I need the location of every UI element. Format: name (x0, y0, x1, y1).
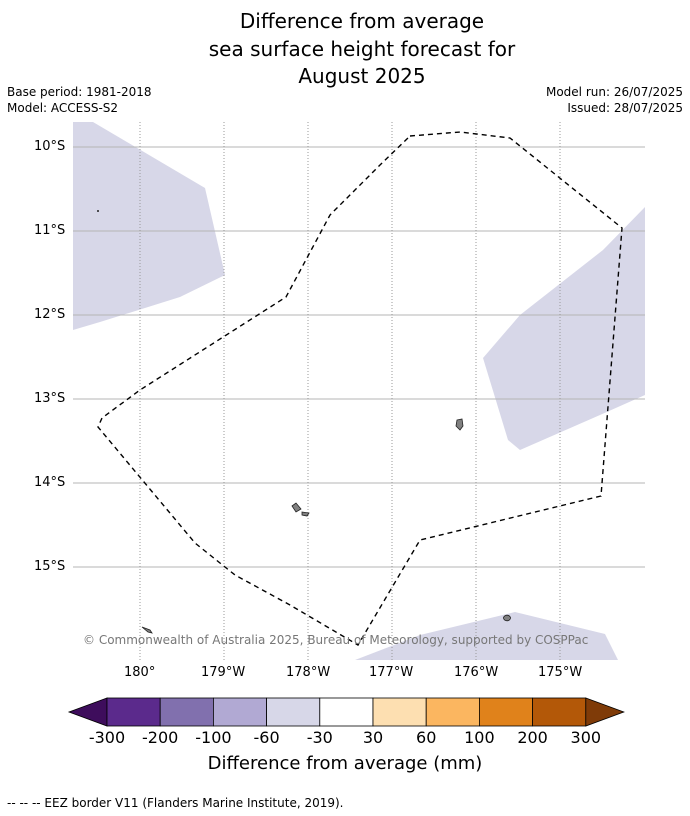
colorbar-tick-label: 300 (570, 728, 602, 747)
lon-label-179w: 179°W (201, 665, 246, 680)
colorbar-segment (425, 697, 480, 727)
meta-left: Base period: 1981-2018 Model: ACCESS-S2 (7, 84, 152, 116)
colorbar-tick-label: 100 (464, 728, 495, 747)
colorbar-segment (159, 697, 214, 727)
anomaly-region-east (483, 207, 645, 450)
model-run: Model run: 26/07/2025 (545, 85, 683, 99)
title-line-1: Difference from average (239, 9, 485, 33)
island-alofi (301, 511, 310, 517)
colorbar (67, 697, 625, 727)
anomaly-region-south (355, 612, 618, 660)
eez-border (97, 131, 623, 646)
lon-label-175w: 175°W (538, 665, 583, 680)
island-wallis (455, 418, 464, 431)
islands (141, 418, 511, 634)
model-name: Model: ACCESS-S2 (7, 101, 119, 115)
lat-label-11s: 11°S (34, 223, 66, 238)
island-futuna (291, 502, 302, 513)
colorbar-extend-low (67, 697, 108, 727)
colorbar-tick-label: -200 (142, 728, 179, 747)
lat-label-10s: 10°S (34, 139, 66, 154)
map-area (73, 122, 645, 660)
colorbar-tick-label: 60 (416, 728, 437, 747)
lon-label-178w: 178°W (286, 665, 331, 680)
eez-footnote: -- -- -- EEZ border V11 (Flanders Marine… (7, 796, 344, 810)
colorbar-tick-label: -300 (88, 728, 126, 747)
copyright-notice: © Commonwealth of Australia 2025, Bureau… (83, 633, 589, 647)
lat-label-13s: 13°S (34, 391, 66, 406)
lat-label-12s: 12°S (34, 307, 66, 322)
lon-label-180: 180° (124, 665, 156, 680)
islet-northwest (97, 210, 99, 212)
anomaly-region-northwest (73, 122, 225, 330)
lat-label-15s: 15°S (34, 559, 66, 574)
lon-label-177w: 177°W (369, 665, 414, 680)
base-period: Base period: 1981-2018 (7, 85, 152, 99)
colorbar-tick-label: -100 (195, 728, 232, 747)
colorbar-segment (319, 697, 374, 727)
colorbar-segment (372, 697, 427, 727)
colorbar-extend-high (585, 697, 625, 727)
colorbar-segment (106, 697, 161, 727)
colorbar-tick-label: -60 (253, 728, 280, 747)
colorbar-tick-label: 30 (362, 728, 384, 747)
colorbar-segment (478, 697, 533, 727)
meta-right: Model run: 26/07/2025 Issued: 28/07/2025 (546, 84, 683, 116)
colorbar-tick-label: -30 (306, 728, 333, 747)
colorbar-segment (212, 697, 267, 727)
island-southeast (503, 614, 511, 622)
issued-date: Issued: 28/07/2025 (567, 101, 683, 115)
colorbar-segment (532, 697, 587, 727)
lat-label-14s: 14°S (34, 475, 66, 490)
island-southwest (141, 626, 153, 634)
title-line-3: August 2025 (298, 64, 426, 88)
lon-label-176w: 176°W (454, 665, 499, 680)
chart-title: Difference from average sea surface heig… (0, 8, 690, 91)
colorbar-tick-label: 200 (517, 728, 548, 747)
title-line-2: sea surface height forecast for (208, 36, 516, 61)
colorbar-segment (266, 697, 321, 727)
latitude-gridlines (73, 146, 645, 568)
colorbar-label: Difference from average (mm) (207, 753, 483, 774)
